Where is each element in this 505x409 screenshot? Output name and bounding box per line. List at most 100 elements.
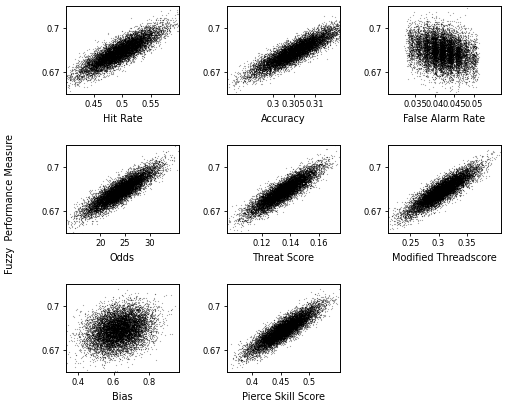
Point	[123, 182, 131, 188]
Point	[293, 322, 301, 328]
Point	[119, 180, 127, 186]
Point	[107, 346, 115, 353]
Point	[93, 199, 101, 205]
Point	[266, 70, 274, 76]
Point	[123, 308, 131, 315]
Point	[413, 206, 421, 213]
Point	[124, 41, 132, 47]
Point	[103, 190, 111, 197]
Point	[118, 326, 126, 332]
Point	[282, 321, 290, 327]
Point	[294, 38, 302, 45]
Point	[132, 47, 140, 54]
Point	[332, 31, 340, 37]
Point	[65, 75, 73, 81]
Point	[281, 327, 289, 333]
Point	[122, 319, 130, 326]
Point	[94, 328, 103, 335]
Point	[264, 196, 272, 202]
Point	[123, 186, 131, 193]
Point	[133, 180, 141, 187]
Point	[112, 55, 120, 61]
Point	[285, 324, 293, 331]
Point	[280, 324, 288, 331]
Point	[121, 311, 129, 318]
Point	[94, 315, 103, 321]
Point	[105, 49, 113, 55]
Point	[444, 54, 452, 61]
Point	[90, 62, 98, 68]
Point	[270, 47, 278, 54]
Point	[287, 184, 295, 191]
Point	[413, 198, 421, 205]
Point	[125, 320, 133, 327]
Point	[125, 330, 133, 336]
Point	[279, 324, 287, 330]
Point	[133, 179, 141, 185]
Point	[278, 326, 286, 332]
Point	[130, 316, 138, 322]
Point	[116, 332, 124, 338]
Point	[84, 205, 92, 212]
Point	[122, 49, 130, 55]
Point	[78, 229, 86, 236]
Point	[281, 192, 289, 198]
Point	[429, 189, 437, 195]
Point	[115, 332, 123, 339]
Point	[112, 341, 120, 348]
Point	[439, 51, 447, 58]
Point	[427, 197, 435, 203]
Point	[279, 190, 287, 197]
Point	[442, 27, 450, 33]
Point	[132, 175, 140, 182]
Point	[138, 43, 146, 49]
Point	[441, 80, 449, 86]
Point	[105, 61, 113, 67]
Point	[128, 301, 136, 308]
Point	[278, 326, 286, 333]
Point	[135, 311, 143, 317]
Point	[98, 206, 106, 213]
Point	[272, 340, 280, 346]
Point	[316, 168, 324, 175]
Point	[117, 319, 125, 325]
Point	[303, 41, 311, 47]
Point	[448, 47, 457, 54]
Point	[111, 46, 119, 53]
Point	[439, 50, 447, 57]
Point	[297, 312, 305, 318]
Point	[323, 22, 331, 29]
Point	[121, 181, 129, 187]
Point	[277, 189, 285, 196]
Point	[306, 38, 314, 44]
Point	[291, 50, 299, 56]
Point	[134, 42, 142, 49]
Point	[255, 61, 263, 68]
Point	[277, 189, 285, 196]
Point	[91, 346, 99, 353]
Point	[110, 193, 118, 200]
Point	[296, 169, 304, 175]
Point	[119, 313, 127, 320]
Point	[415, 57, 423, 63]
Point	[273, 329, 281, 335]
Point	[132, 318, 140, 324]
Point	[96, 315, 105, 322]
Point	[286, 186, 294, 193]
Point	[276, 51, 284, 57]
Point	[290, 49, 298, 56]
Point	[102, 345, 110, 352]
Point	[154, 158, 162, 165]
Point	[251, 339, 259, 345]
Point	[70, 209, 78, 216]
Point	[131, 43, 139, 50]
Point	[407, 70, 415, 77]
Point	[133, 172, 141, 179]
Point	[295, 56, 304, 63]
Point	[272, 187, 280, 193]
Point	[418, 201, 426, 208]
Point	[303, 315, 311, 322]
Point	[135, 322, 143, 329]
Point	[286, 317, 294, 323]
Point	[259, 197, 267, 204]
